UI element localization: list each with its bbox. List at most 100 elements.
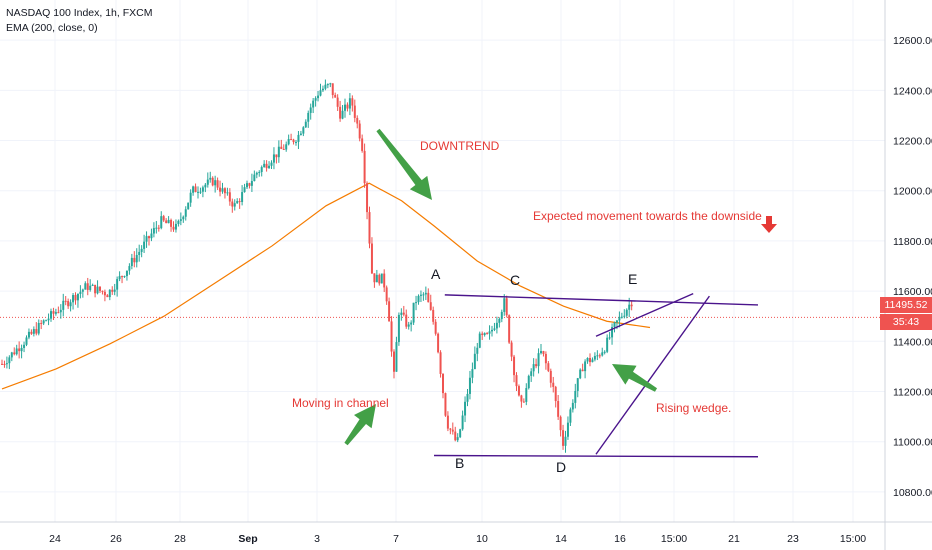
- candle-body: [615, 320, 618, 323]
- candle-body: [505, 298, 508, 316]
- candle-body: [503, 298, 506, 312]
- candle-body: [84, 283, 87, 290]
- trendline-wedge_lower[interactable]: [595, 295, 710, 455]
- candle-body: [8, 357, 11, 364]
- candle-body: [162, 216, 165, 221]
- candle-body: [47, 318, 50, 321]
- candle-body: [400, 312, 403, 315]
- candle-body: [150, 233, 153, 239]
- candle-body: [370, 243, 373, 274]
- candle-body: [228, 192, 231, 202]
- candle-body: [194, 186, 197, 193]
- arrow-wedge-shape: [612, 364, 658, 392]
- candle-body: [268, 165, 271, 169]
- candle-body: [50, 311, 52, 319]
- candle-body: [589, 358, 591, 363]
- candle-body: [280, 146, 283, 149]
- candle-body: [314, 98, 317, 101]
- candle-body: [547, 363, 550, 371]
- indicator-label[interactable]: EMA (200, close, 0): [6, 22, 98, 34]
- last-price-badge: 11495.52: [880, 297, 932, 313]
- trendlines: [433, 292, 759, 458]
- candle-body: [145, 236, 148, 242]
- candle-body: [174, 223, 177, 230]
- candle-body: [368, 212, 371, 244]
- candle-body: [542, 351, 545, 354]
- candle-body: [620, 316, 623, 318]
- candle-body: [23, 344, 26, 348]
- candle-body: [564, 436, 567, 446]
- x-tick-label: Sep: [238, 533, 257, 545]
- candle-body: [302, 127, 305, 134]
- candle-body: [437, 333, 440, 353]
- candle-body: [476, 347, 479, 354]
- x-tick-label: 14: [555, 533, 567, 545]
- x-tick-label: 15:00: [661, 533, 687, 545]
- candle-body: [334, 95, 337, 98]
- candle-body: [13, 352, 16, 355]
- candle-body: [177, 220, 180, 224]
- candle-body: [346, 104, 349, 109]
- candle-body: [601, 352, 604, 356]
- candle-body: [530, 371, 533, 376]
- candle-body: [221, 188, 224, 192]
- y-tick-label: 12400.00: [893, 85, 932, 97]
- candle-body: [363, 150, 366, 184]
- arrow-channel-shape: [344, 404, 376, 446]
- candle-body: [544, 353, 547, 364]
- candle-body: [140, 248, 143, 252]
- candle-body: [366, 183, 369, 213]
- candle-body: [324, 84, 327, 89]
- candle-body: [454, 431, 457, 441]
- candle-body: [270, 162, 273, 166]
- y-tick-label: 11800.00: [893, 236, 932, 248]
- candle-body: [375, 274, 378, 283]
- candle-body: [118, 276, 121, 280]
- y-tick-label: 12000.00: [893, 186, 932, 198]
- candle-body: [461, 415, 464, 430]
- candle-body: [569, 409, 572, 423]
- candle-body: [500, 311, 503, 319]
- candle-body: [143, 241, 146, 249]
- candle-body: [549, 370, 552, 383]
- candle-body: [520, 395, 523, 402]
- candle-body: [628, 304, 631, 310]
- candle-body: [187, 202, 190, 210]
- candle-body: [94, 284, 97, 294]
- trendline-wedge_upper[interactable]: [595, 292, 694, 337]
- candle-body: [517, 386, 520, 396]
- arrow-downtrend-shape: [376, 128, 432, 200]
- candle-body: [35, 329, 38, 334]
- candle-body: [344, 104, 346, 111]
- candle-body: [393, 351, 395, 372]
- arrow-expected-down: [761, 216, 777, 233]
- y-tick-label: 11400.00: [893, 336, 932, 348]
- symbol-label[interactable]: NASDAQ 100 Index, 1h, FXCM: [6, 7, 153, 19]
- arrow-downtrend: [376, 128, 432, 200]
- candle-body: [192, 186, 195, 193]
- candle-body: [554, 386, 557, 402]
- candle-body: [378, 274, 381, 284]
- candle-body: [361, 138, 364, 151]
- trendline-channel_top[interactable]: [444, 294, 759, 306]
- x-tick-label: 21: [728, 533, 740, 545]
- candle-body: [625, 309, 628, 316]
- candle-body: [415, 302, 418, 304]
- candle-body: [184, 209, 187, 217]
- x-tick-label: 28: [174, 533, 186, 545]
- candle-body: [488, 331, 491, 334]
- candle-body: [395, 342, 398, 372]
- candle-body: [397, 314, 400, 343]
- candle-body: [253, 174, 256, 182]
- trendline-channel_bottom[interactable]: [433, 454, 759, 458]
- candle-body: [231, 201, 234, 207]
- arrow-wedge: [612, 364, 658, 392]
- candle-body: [498, 318, 501, 323]
- candle-body: [407, 324, 410, 327]
- candle-body: [598, 355, 601, 357]
- x-tick-label: 16: [614, 533, 626, 545]
- candle-body: [603, 351, 606, 353]
- candle-body: [67, 301, 70, 307]
- candle-body: [535, 364, 538, 367]
